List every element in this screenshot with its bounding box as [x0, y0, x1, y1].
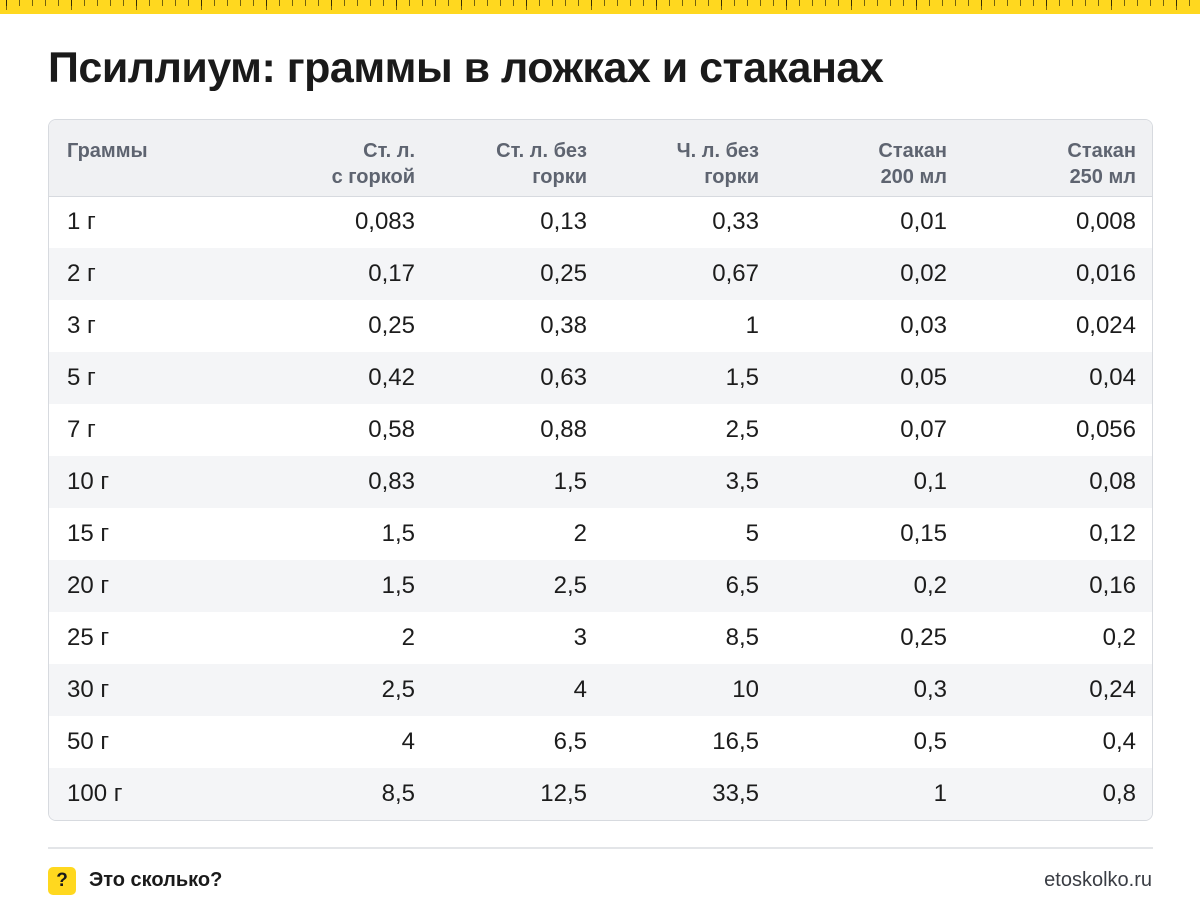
table-row: 30 г 2,5 4 10 0,3 0,24	[49, 664, 1152, 716]
table-cell-value: 1,5	[381, 520, 415, 547]
table-cell-value: 33,5	[712, 780, 759, 807]
table-cell-value: 0,8	[1102, 780, 1136, 807]
table-cell-grams: 7 г	[67, 416, 96, 443]
table-cell-value: 2,5	[725, 416, 759, 443]
table-row: 7 г 0,58 0,88 2,5 0,07 0,056	[49, 404, 1152, 456]
table-cell-value: 0,88	[540, 416, 587, 443]
table-row: 2 г 0,17 0,25 0,67 0,02 0,016	[49, 248, 1152, 300]
table-cell-value: 0,58	[368, 416, 415, 443]
table-row: 5 г 0,42 0,63 1,5 0,05 0,04	[49, 352, 1152, 404]
table-cell-value: 0,25	[900, 624, 947, 651]
ruler-decoration	[0, 0, 1200, 14]
table-cell-value: 0,16	[1089, 572, 1136, 599]
footer-site-link[interactable]: etoskolko.ru	[1044, 869, 1152, 891]
table-cell-grams: 100 г	[67, 780, 123, 807]
table-row: 100 г 8,5 12,5 33,5 1 0,8	[49, 768, 1152, 820]
column-header-grams: Граммы	[67, 140, 148, 162]
table-cell-value: 6,5	[725, 572, 759, 599]
table-cell-value: 0,24	[1089, 676, 1136, 703]
question-mark-logo-icon: ?	[48, 867, 76, 895]
table-cell-grams: 15 г	[67, 520, 110, 547]
footer-divider	[48, 847, 1153, 849]
table-cell-value: 1	[745, 312, 759, 339]
table-cell-value: 0,05	[900, 364, 947, 391]
table-cell-value: 2,5	[553, 572, 587, 599]
table-cell-value: 1,5	[381, 572, 415, 599]
column-header-tbsp-level: Ст. л. без горки	[496, 140, 587, 188]
table-cell-value: 0,12	[1089, 520, 1136, 547]
table-cell-value: 12,5	[540, 780, 587, 807]
table-cell-value: 0,83	[368, 468, 415, 495]
table-cell-grams: 20 г	[67, 572, 110, 599]
table-cell-value: 0,13	[540, 208, 587, 236]
table-cell-grams: 3 г	[67, 312, 96, 339]
table-row: 3 г 0,25 0,38 1 0,03 0,024	[49, 300, 1152, 352]
table-cell-grams: 30 г	[67, 676, 110, 703]
table-cell-value: 4	[401, 728, 415, 755]
table-body: 1 г 0,083 0,13 0,33 0,01 0,008 2 г 0,17 0,25 0,67…	[49, 196, 1152, 820]
table-row: 1 г 0,083 0,13 0,33 0,01 0,008	[49, 196, 1152, 248]
column-header-tsp-level: Ч. л. без горки	[676, 140, 759, 188]
table-cell-value: 0,42	[368, 364, 415, 391]
column-header-tbsp-heaped: Ст. л. с горкой	[331, 140, 415, 188]
table-cell-value: 0,01	[900, 208, 947, 236]
table-cell-value: 1,5	[553, 468, 587, 495]
table-cell-value: 0,056	[1075, 416, 1136, 443]
table-cell-grams: 10 г	[67, 468, 110, 495]
table-cell-value: 10	[732, 676, 759, 703]
table-cell-value: 16,5	[712, 728, 759, 755]
table-cell-value: 0,63	[540, 364, 587, 391]
table-cell-value: 8,5	[381, 780, 415, 807]
table-cell-value: 0,3	[913, 676, 947, 703]
table-cell-value: 0,25	[540, 260, 587, 287]
table-cell-value: 0,02	[900, 260, 947, 287]
table-cell-value: 5	[745, 520, 759, 547]
table-cell-value: 0,083	[354, 208, 415, 236]
table-cell-value: 0,67	[712, 260, 759, 287]
table-cell-value: 0,25	[368, 312, 415, 339]
table-cell-value: 2,5	[381, 676, 415, 703]
table-cell-grams: 25 г	[67, 624, 110, 651]
table-cell-value: 0,2	[913, 572, 947, 599]
table-cell-value: 0,15	[900, 520, 947, 547]
table-row: 20 г 1,5 2,5 6,5 0,2 0,16	[49, 560, 1152, 612]
footer-brand: Это сколько?	[89, 869, 223, 891]
table-cell-grams: 50 г	[67, 728, 110, 755]
table-cell-value: 3	[573, 624, 587, 651]
table-cell-value: 0,024	[1075, 312, 1136, 339]
table-cell-value: 1,5	[725, 364, 759, 391]
table-cell-value: 1	[933, 780, 947, 807]
table-cell-value: 0,008	[1075, 208, 1136, 236]
table-cell-value: 0,08	[1089, 468, 1136, 495]
table-cell-value: 2	[401, 624, 415, 651]
table-cell-value: 4	[573, 676, 587, 703]
table-row: 15 г 1,5 2 5 0,15 0,12	[49, 508, 1152, 560]
table-cell-grams: 1 г	[67, 208, 96, 236]
page-title: Псиллиум: граммы в ложках и стаканах	[48, 44, 884, 92]
table-cell-value: 2	[573, 520, 587, 547]
table-row: 25 г 2 3 8,5 0,25 0,2	[49, 612, 1152, 664]
table-cell-value: 8,5	[725, 624, 759, 651]
conversion-table: Граммы Ст. л. с горкой Ст. л. без горки Ч.…	[48, 119, 1153, 821]
table-cell-value: 0,33	[712, 208, 759, 236]
column-header-glass-200: Стакан 200 мл	[878, 140, 947, 188]
table-cell-value: 0,2	[1102, 624, 1136, 651]
table-cell-value: 0,03	[900, 312, 947, 339]
table-cell-value: 0,38	[540, 312, 587, 339]
table-cell-value: 0,04	[1089, 364, 1136, 391]
table-cell-value: 0,5	[913, 728, 947, 755]
table-cell-grams: 5 г	[67, 364, 96, 391]
table-cell-grams: 2 г	[67, 260, 96, 287]
table-cell-value: 3,5	[725, 468, 759, 495]
table-row: 10 г 0,83 1,5 3,5 0,1 0,08	[49, 456, 1152, 508]
table-cell-value: 0,016	[1075, 260, 1136, 287]
table-cell-value: 0,17	[368, 260, 415, 287]
table-cell-value: 0,1	[913, 468, 947, 495]
table-cell-value: 6,5	[553, 728, 587, 755]
table-cell-value: 0,07	[900, 416, 947, 443]
table-header-row: Граммы Ст. л. с горкой Ст. л. без горки Ч.…	[49, 120, 1152, 196]
column-header-glass-250: Стакан 250 мл	[1067, 140, 1136, 188]
table-row: 50 г 4 6,5 16,5 0,5 0,4	[49, 716, 1152, 768]
table-cell-value: 0,4	[1102, 728, 1136, 755]
